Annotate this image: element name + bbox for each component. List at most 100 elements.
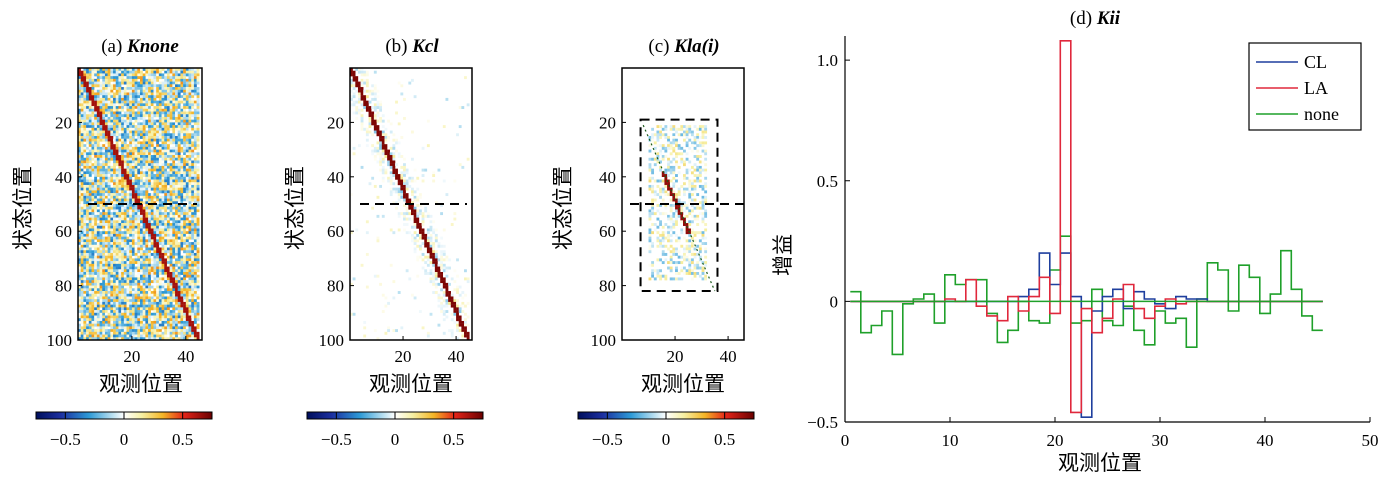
heatmap-cell — [121, 252, 125, 256]
heatmap-cell — [429, 236, 433, 240]
heatmap-cell — [196, 263, 200, 267]
heatmap-cell — [434, 261, 438, 265]
heatmap-cell — [153, 133, 157, 137]
heatmap-cell — [102, 323, 106, 327]
heatmap-cell — [134, 125, 138, 129]
heatmap-cell — [126, 187, 130, 191]
heatmap-cell — [180, 272, 184, 275]
heatmap-cell — [115, 231, 119, 235]
heatmap-cell — [107, 318, 111, 322]
heatmap-cell — [156, 127, 160, 131]
heatmap-cell — [161, 68, 165, 71]
heatmap-cell — [196, 95, 200, 99]
heatmap-cell — [196, 214, 200, 218]
heatmap-cell — [107, 312, 111, 316]
heatmap-cell — [110, 108, 114, 112]
heatmap-cell — [96, 320, 100, 324]
heatmap-cell — [166, 225, 170, 229]
heatmap-cell — [188, 307, 192, 311]
heatmap-cell — [196, 331, 200, 335]
heatmap-cell — [140, 288, 143, 292]
heatmap-cell — [113, 100, 116, 104]
heatmap-cell — [368, 111, 372, 115]
heatmap-cell — [118, 70, 122, 74]
heatmap-cell — [172, 337, 176, 341]
heatmap-cell — [113, 193, 116, 197]
heatmap-cell — [94, 184, 98, 188]
heatmap-cell — [78, 187, 81, 191]
heatmap-cell — [104, 296, 108, 300]
heatmap-cell — [126, 239, 130, 243]
heatmap-cell — [381, 114, 385, 118]
heatmap-cell — [153, 149, 157, 153]
heatmap-cell — [102, 231, 106, 235]
heatmap-cell — [432, 252, 436, 256]
heatmap-cell — [131, 138, 135, 142]
heatmap-cell — [96, 263, 100, 267]
heatmap-cell — [78, 277, 81, 281]
heatmap-cell — [408, 231, 412, 235]
heatmap-cell — [91, 190, 95, 194]
heatmap-cell — [418, 231, 422, 235]
heatmap-cell — [376, 119, 380, 123]
heatmap-cell — [99, 220, 103, 224]
heatmap-cell — [96, 70, 100, 74]
heatmap-cell — [118, 138, 122, 142]
heatmap-cell — [99, 174, 103, 177]
heatmap-cell — [188, 76, 192, 80]
heatmap-cell — [104, 255, 108, 259]
heatmap-cell — [126, 84, 130, 88]
heatmap-cell — [96, 92, 100, 96]
heatmap-cell — [177, 282, 181, 286]
heatmap-cell — [437, 244, 441, 248]
heatmap-cell — [156, 228, 160, 232]
heatmap-cell — [121, 141, 125, 145]
heatmap-cell — [126, 310, 130, 313]
heatmap-cell — [172, 315, 176, 319]
heatmap-cell — [185, 168, 189, 172]
heatmap-cell — [140, 76, 143, 80]
heatmap-cell — [169, 174, 173, 177]
heatmap-cell — [180, 155, 184, 158]
heatmap-cell — [175, 296, 178, 300]
heatmap-cell — [86, 195, 89, 199]
heatmap-cell — [161, 157, 165, 161]
heatmap-cell — [166, 209, 170, 213]
heatmap-cell — [104, 97, 108, 101]
heatmap-cell — [172, 144, 176, 148]
heatmap-cell — [158, 127, 162, 131]
heatmap-cell — [169, 165, 173, 169]
heatmap-cell — [118, 291, 122, 294]
heatmap-cell — [180, 195, 184, 199]
heatmap-cell — [121, 146, 125, 150]
heatmap-cell — [193, 272, 197, 275]
heatmap-cell — [175, 269, 178, 273]
heatmap-cell — [110, 144, 114, 148]
heatmap-cell — [387, 149, 390, 153]
heatmap-cell — [350, 97, 353, 101]
heatmap-cell — [107, 100, 111, 104]
heatmap-cell — [115, 206, 119, 210]
heatmap-cell — [107, 258, 111, 262]
heatmap-cell — [104, 242, 108, 245]
heatmap-cell — [99, 127, 103, 131]
heatmap-cell — [131, 326, 135, 330]
heatmap-cell — [150, 214, 154, 218]
heatmap-cell — [129, 87, 133, 90]
heatmap-cell — [193, 217, 197, 221]
heatmap-cell — [183, 198, 187, 202]
heatmap-cell — [96, 296, 100, 300]
heatmap-cell — [158, 108, 162, 112]
heatmap-cell — [94, 168, 98, 172]
heatmap-cell — [140, 331, 143, 335]
heatmap-cell — [110, 127, 114, 131]
heatmap-cell — [96, 100, 100, 104]
heatmap-cell — [177, 106, 181, 109]
heatmap-cell — [80, 331, 84, 335]
heatmap-cell — [110, 266, 114, 270]
heatmap-cell — [196, 179, 200, 183]
heatmap-cell — [153, 331, 157, 335]
heatmap-cell — [115, 307, 119, 311]
heatmap-cell — [150, 239, 154, 243]
heatmap-cell — [365, 95, 369, 99]
